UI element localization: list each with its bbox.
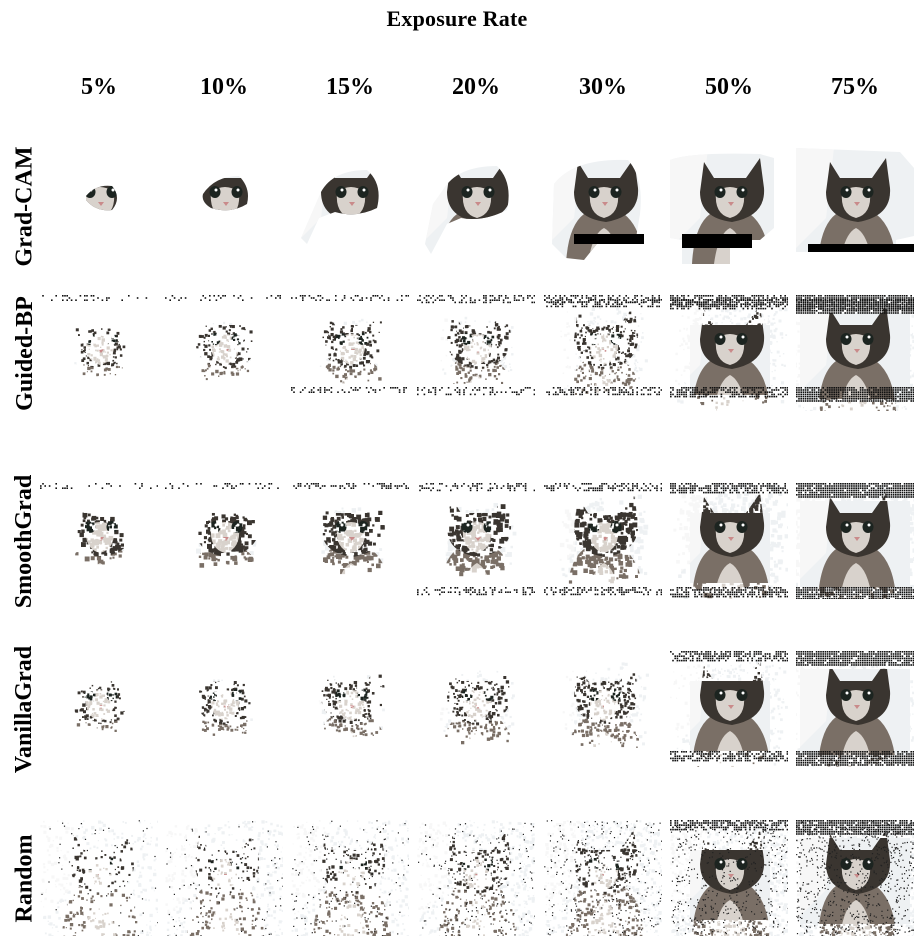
masked-image-gradcam bbox=[301, 170, 379, 244]
exposed-kitten-image bbox=[417, 148, 535, 264]
exposed-kitten-image bbox=[544, 148, 662, 264]
masked-image-smooth bbox=[293, 483, 409, 575]
exposed-kitten-image bbox=[796, 820, 914, 936]
masked-image-guided bbox=[291, 295, 409, 393]
masked-image-guided bbox=[42, 295, 148, 377]
masked-image-smooth bbox=[796, 483, 914, 599]
masked-image-smooth bbox=[417, 483, 535, 596]
exposed-kitten-image bbox=[165, 483, 283, 599]
method-row-label: VanillaGrad bbox=[8, 645, 42, 772]
exposed-kitten-image bbox=[40, 651, 158, 767]
exposed-kitten-image bbox=[417, 295, 535, 411]
exposure-rate-label: 75% bbox=[831, 74, 879, 100]
exposed-kitten-image bbox=[796, 148, 914, 264]
exposed-kitten-image bbox=[796, 651, 914, 767]
figure-title: Exposure Rate bbox=[386, 6, 528, 31]
masked-image-gradcam bbox=[202, 176, 248, 211]
masked-image-guided bbox=[165, 295, 281, 381]
exposure-rate-label: 15% bbox=[326, 74, 374, 100]
method-row-label: Guided-BP bbox=[8, 295, 42, 411]
method-row-label: SmoothGrad bbox=[8, 474, 42, 607]
masked-image-gradcam bbox=[552, 159, 644, 260]
method-row-label: Grad-CAM bbox=[8, 146, 42, 266]
masked-image-smooth bbox=[670, 483, 788, 599]
masked-image-smooth bbox=[40, 483, 158, 565]
masked-image-random bbox=[40, 820, 158, 936]
exposed-kitten-image bbox=[670, 483, 788, 599]
exposed-kitten-image bbox=[417, 483, 535, 599]
exposed-kitten-image bbox=[796, 295, 914, 411]
exposed-kitten-image bbox=[670, 148, 788, 264]
exposed-kitten-image bbox=[670, 820, 788, 936]
exposed-kitten-image bbox=[291, 651, 409, 767]
masked-image-random bbox=[417, 820, 535, 936]
masked-image-smooth bbox=[544, 483, 662, 596]
masked-image-gradcam bbox=[670, 153, 774, 264]
masked-image-random bbox=[291, 820, 409, 936]
masked-image-smooth bbox=[165, 483, 279, 568]
masked-image-random bbox=[670, 820, 788, 936]
exposed-kitten-image bbox=[291, 483, 409, 599]
exposed-kitten-image bbox=[40, 295, 158, 411]
exposed-kitten-image bbox=[291, 820, 409, 936]
masked-image-vanilla bbox=[562, 662, 650, 748]
exposed-kitten-image bbox=[796, 483, 914, 599]
method-row-label-text: SmoothGrad bbox=[11, 474, 38, 608]
method-row-label-text: Guided-BP bbox=[11, 295, 38, 411]
masked-image-gradcam bbox=[796, 148, 914, 252]
exposed-kitten-image bbox=[417, 651, 535, 767]
exposed-kitten-image bbox=[544, 820, 662, 936]
exposed-kitten-image bbox=[544, 651, 662, 767]
exposure-rate-label: 50% bbox=[705, 74, 753, 100]
masked-image-random bbox=[544, 820, 662, 936]
exposed-kitten-image bbox=[40, 148, 158, 264]
masked-image-vanilla bbox=[74, 681, 125, 732]
method-row-label: Random bbox=[8, 820, 42, 936]
method-row-label-text: VanillaGrad bbox=[11, 645, 38, 773]
masked-image-gradcam bbox=[86, 185, 117, 211]
masked-image-guided bbox=[796, 295, 914, 411]
masked-image-random bbox=[165, 820, 283, 936]
exposed-kitten-image bbox=[165, 651, 283, 767]
exposed-kitten-image bbox=[670, 295, 788, 411]
exposed-kitten-image bbox=[40, 483, 158, 599]
masked-image-random bbox=[796, 820, 914, 936]
masked-image-vanilla bbox=[670, 651, 788, 767]
exposed-kitten-image bbox=[291, 148, 409, 264]
exposed-kitten-image bbox=[670, 651, 788, 767]
masked-image-vanilla bbox=[439, 670, 515, 745]
exposed-kitten-image bbox=[291, 295, 409, 411]
masked-image-gradcam bbox=[425, 166, 509, 254]
exposed-kitten-image bbox=[165, 295, 283, 411]
exposed-kitten-image bbox=[417, 820, 535, 936]
exposed-kitten-image bbox=[544, 483, 662, 599]
masked-image-vanilla bbox=[796, 651, 914, 767]
exposed-kitten-image bbox=[40, 820, 158, 936]
masked-image-vanilla bbox=[199, 679, 253, 736]
masked-image-guided bbox=[417, 295, 535, 396]
method-row-label-text: Grad-CAM bbox=[11, 146, 38, 266]
masked-image-vanilla bbox=[318, 674, 385, 738]
exposure-rate-label: 20% bbox=[452, 74, 500, 100]
exposed-kitten-image bbox=[544, 295, 662, 411]
exposed-kitten-image bbox=[165, 820, 283, 936]
masked-image-guided bbox=[670, 295, 788, 411]
method-row-label-text: Random bbox=[11, 833, 38, 923]
exposure-rate-label: 5% bbox=[81, 74, 117, 100]
exposure-rate-label: 10% bbox=[200, 74, 248, 100]
masked-image-guided bbox=[544, 295, 662, 396]
exposed-kitten-image bbox=[165, 148, 283, 264]
exposure-rate-label: 30% bbox=[579, 74, 627, 100]
